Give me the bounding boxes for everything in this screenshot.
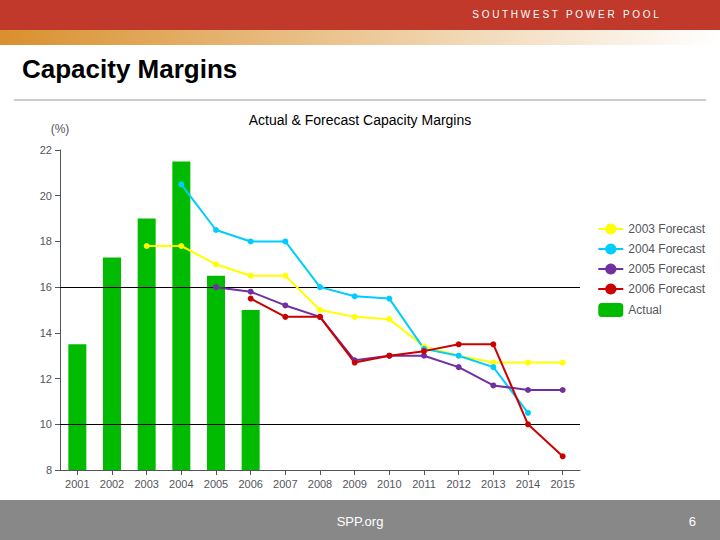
svg-text:6: 6 xyxy=(689,514,696,529)
svg-text:8: 8 xyxy=(46,464,52,476)
svg-text:10: 10 xyxy=(40,418,52,430)
svg-text:2007: 2007 xyxy=(273,478,297,490)
svg-text:Capacity Margins: Capacity Margins xyxy=(22,54,237,84)
svg-text:SPP.org: SPP.org xyxy=(337,514,384,529)
svg-text:2008: 2008 xyxy=(308,478,332,490)
svg-text:12: 12 xyxy=(40,373,52,385)
svg-text:2010: 2010 xyxy=(377,478,401,490)
svg-text:(%): (%) xyxy=(51,122,70,136)
svg-text:2012: 2012 xyxy=(446,478,470,490)
svg-text:14: 14 xyxy=(40,327,52,339)
svg-text:2006: 2006 xyxy=(238,478,262,490)
svg-text:Actual: Actual xyxy=(628,303,661,317)
svg-text:20: 20 xyxy=(40,190,52,202)
svg-text:2005 Forecast: 2005 Forecast xyxy=(628,262,705,276)
svg-text:2003: 2003 xyxy=(134,478,158,490)
svg-text:2014: 2014 xyxy=(516,478,540,490)
svg-text:2013: 2013 xyxy=(481,478,505,490)
svg-text:2004: 2004 xyxy=(169,478,193,490)
svg-text:2002: 2002 xyxy=(100,478,124,490)
svg-text:2015: 2015 xyxy=(550,478,574,490)
svg-text:2009: 2009 xyxy=(342,478,366,490)
svg-text:2004 Forecast: 2004 Forecast xyxy=(628,242,705,256)
svg-text:2006 Forecast: 2006 Forecast xyxy=(628,282,705,296)
svg-text:S O U T H W E S T P O W E R: S O U T H W E S T P O W E R P O O L xyxy=(472,9,659,20)
svg-text:22: 22 xyxy=(40,144,52,156)
svg-text:16: 16 xyxy=(40,281,52,293)
svg-text:Actual & Forecast Capacity Mar: Actual & Forecast Capacity Margins xyxy=(249,112,472,128)
svg-text:2011: 2011 xyxy=(412,478,436,490)
svg-text:2005: 2005 xyxy=(204,478,228,490)
svg-text:2001: 2001 xyxy=(65,478,89,490)
svg-text:18: 18 xyxy=(40,235,52,247)
svg-text:2003 Forecast: 2003 Forecast xyxy=(628,222,705,236)
